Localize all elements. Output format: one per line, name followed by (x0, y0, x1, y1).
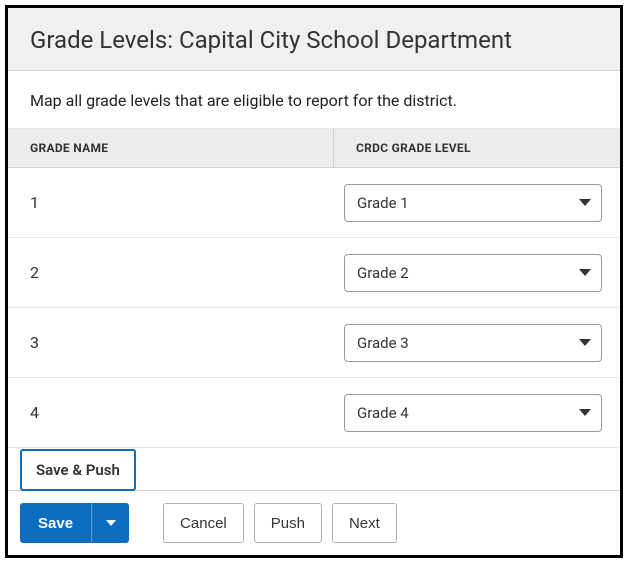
grade-level-cell: Grade 3 (334, 324, 620, 362)
grade-level-cell: Grade 1 (334, 184, 620, 222)
button-bar: Save Cancel Push Next (8, 490, 620, 555)
header-section: Grade Levels: Capital City School Depart… (8, 8, 620, 71)
column-header-crdc-level: CRDC GRADE LEVEL (334, 129, 620, 167)
next-button[interactable]: Next (332, 503, 397, 543)
table-row: 2 Grade 2 (8, 238, 620, 308)
grade-levels-panel: Grade Levels: Capital City School Depart… (5, 5, 623, 558)
grade-level-dropdown[interactable]: Grade 4 (344, 394, 602, 432)
chevron-down-icon (106, 520, 116, 526)
table-header: GRADE NAME CRDC GRADE LEVEL (8, 129, 620, 168)
grade-name-cell: 2 (8, 263, 334, 282)
dropdown-value: Grade 2 (357, 264, 409, 282)
save-split-menu[interactable]: Save & Push (20, 449, 136, 491)
chevron-down-icon (579, 409, 591, 416)
save-split-button: Save (20, 503, 129, 543)
dropdown-value: Grade 3 (357, 334, 409, 352)
save-button[interactable]: Save (20, 503, 91, 543)
chevron-down-icon (579, 199, 591, 206)
grade-level-dropdown[interactable]: Grade 2 (344, 254, 602, 292)
grade-name-cell: 4 (8, 403, 334, 422)
dropdown-value: Grade 1 (357, 194, 409, 212)
grade-level-cell: Grade 2 (334, 254, 620, 292)
table-row: 4 Grade 4 (8, 378, 620, 448)
push-button[interactable]: Push (254, 503, 322, 543)
grade-name-cell: 3 (8, 333, 334, 352)
save-and-push-option[interactable]: Save & Push (36, 461, 120, 479)
page-title: Grade Levels: Capital City School Depart… (30, 26, 598, 54)
table-row: 1 Grade 1 (8, 168, 620, 238)
instruction-text: Map all grade levels that are eligible t… (8, 71, 620, 129)
grade-level-dropdown[interactable]: Grade 3 (344, 324, 602, 362)
table-row: 3 Grade 3 (8, 308, 620, 378)
grade-name-cell: 1 (8, 193, 334, 212)
chevron-down-icon (579, 339, 591, 346)
grade-level-dropdown[interactable]: Grade 1 (344, 184, 602, 222)
dropdown-value: Grade 4 (357, 404, 409, 422)
save-dropdown-toggle[interactable] (91, 503, 129, 543)
grade-level-cell: Grade 4 (334, 394, 620, 432)
column-header-grade-name: GRADE NAME (8, 129, 334, 167)
cancel-button[interactable]: Cancel (163, 503, 244, 543)
chevron-down-icon (579, 269, 591, 276)
